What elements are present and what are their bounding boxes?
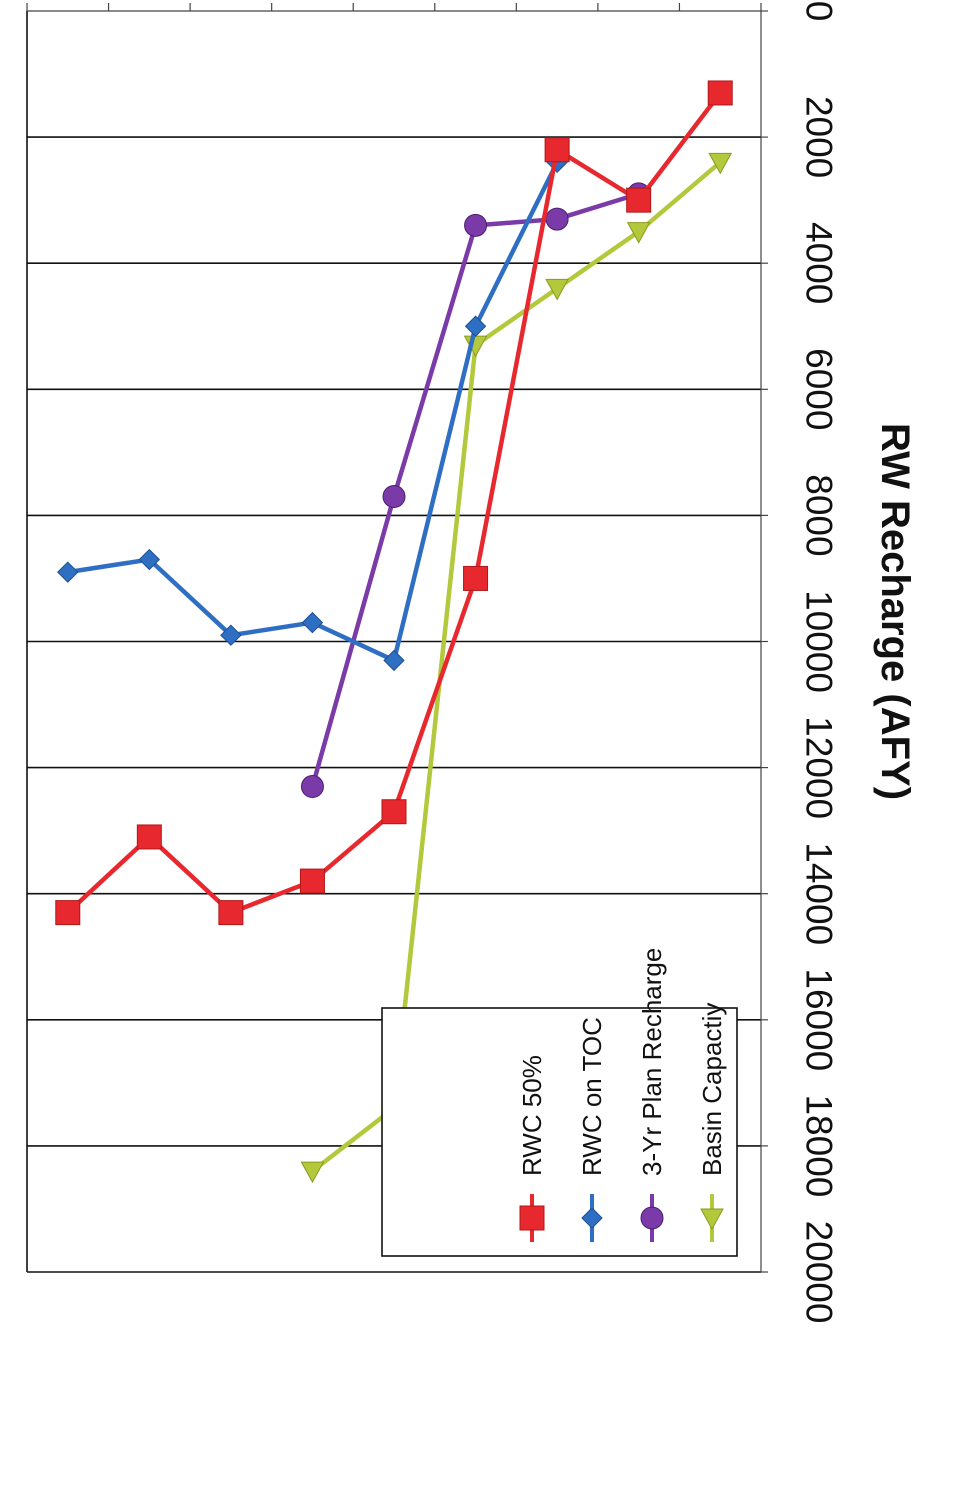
legend-box — [381, 1007, 738, 1257]
y-tick-label: 14000 — [799, 842, 840, 945]
y-tick-label: 8000 — [799, 474, 840, 556]
data-point — [383, 649, 405, 672]
data-point — [464, 213, 488, 237]
y-tick-label: 20000 — [799, 1221, 840, 1324]
data-point — [544, 137, 570, 163]
y-tick-label: 16000 — [799, 968, 840, 1071]
series-rwc-50- — [55, 80, 733, 926]
y-axis-title: RW Recharge (AFY) — [873, 423, 917, 800]
data-point — [218, 900, 244, 926]
legend-entry: RWC on TOC — [577, 1017, 607, 1242]
data-point — [55, 900, 81, 926]
data-point — [545, 207, 569, 231]
data-point — [626, 222, 651, 244]
data-point — [300, 775, 324, 799]
legend-label: 3-Yr Plan Recharge — [637, 948, 667, 1176]
data-point — [626, 187, 652, 213]
series-rwc-on-toc — [57, 151, 568, 672]
series-3-yr-plan-recharge — [300, 182, 651, 799]
data-point — [464, 315, 487, 337]
data-point — [700, 1208, 724, 1231]
legend-label: RWC on TOC — [577, 1017, 607, 1176]
data-point — [545, 278, 569, 301]
data-point — [463, 565, 489, 591]
data-point — [138, 548, 161, 571]
legend-entry: RWC 50% — [517, 1055, 547, 1242]
legend-entry: Basin Capactiy — [697, 1003, 727, 1242]
legend-label: Basin Capactiy — [697, 1003, 727, 1176]
data-point — [136, 824, 162, 850]
data-point — [640, 1206, 664, 1230]
data-point — [707, 80, 733, 106]
data-point — [220, 624, 242, 646]
data-point — [382, 484, 406, 508]
y-tick-label: 2000 — [799, 96, 840, 178]
data-point — [57, 561, 79, 583]
y-tick-label: 12000 — [799, 716, 840, 819]
legend-entry: 3-Yr Plan Recharge — [637, 948, 667, 1242]
series-line — [310, 191, 640, 788]
data-point — [581, 1207, 603, 1229]
y-tick-label: 0 — [799, 1, 840, 22]
y-tick-label: 4000 — [799, 222, 840, 304]
y-tick-label: 6000 — [799, 348, 840, 430]
data-point — [300, 1161, 325, 1184]
data-point — [519, 1205, 545, 1231]
data-point — [301, 611, 324, 634]
legend-label: RWC 50% — [517, 1055, 547, 1176]
y-tick-label: 10000 — [799, 590, 840, 693]
data-point — [381, 799, 407, 825]
data-point — [708, 152, 733, 175]
series-line — [311, 160, 722, 1173]
y-tick-label: 18000 — [799, 1094, 840, 1197]
data-point — [299, 868, 325, 894]
